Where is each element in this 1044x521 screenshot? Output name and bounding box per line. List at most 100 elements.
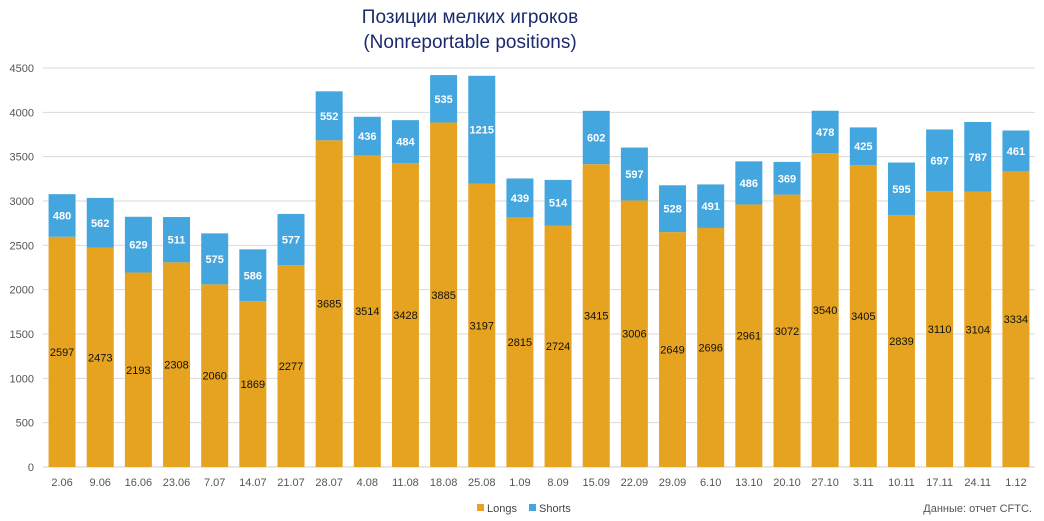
- y-tick-label: 500: [16, 418, 34, 430]
- x-tick-label: 28.07: [315, 477, 343, 489]
- bar-longs: [86, 247, 114, 467]
- data-label-shorts: 486: [740, 178, 758, 190]
- bar-longs: [926, 191, 954, 467]
- x-tick-label: 21.07: [277, 477, 305, 489]
- bar-shorts: [773, 161, 801, 195]
- x-tick-label: 1.12: [1005, 477, 1026, 489]
- bar-longs: [887, 215, 915, 467]
- bar-shorts: [582, 110, 610, 165]
- data-label-longs: 3428: [393, 310, 417, 322]
- y-tick-label: 4500: [10, 63, 34, 75]
- bar-shorts: [620, 147, 648, 201]
- data-label-shorts: 461: [1007, 146, 1025, 158]
- data-label-longs: 2597: [50, 347, 74, 359]
- data-label-longs: 3072: [775, 326, 799, 338]
- y-tick-label: 0: [28, 462, 34, 474]
- data-label-shorts: 577: [282, 235, 300, 247]
- data-label-shorts: 491: [702, 201, 720, 213]
- bar-shorts: [544, 179, 572, 226]
- data-label-shorts: 575: [206, 254, 224, 266]
- bar-longs: [964, 191, 992, 467]
- data-label-shorts: 425: [854, 141, 872, 153]
- data-label-shorts: 602: [587, 133, 605, 145]
- data-label-shorts: 586: [244, 270, 262, 282]
- data-label-longs: 2649: [660, 345, 684, 357]
- bar-shorts: [964, 121, 992, 192]
- y-tick-label: 4000: [10, 107, 34, 119]
- bar-shorts: [1002, 130, 1030, 172]
- x-tick-label: 24.11: [964, 477, 991, 489]
- data-label-shorts: 436: [358, 131, 376, 143]
- legend-swatch-shorts: [529, 504, 536, 511]
- bar-shorts: [926, 129, 954, 192]
- bar-shorts: [811, 110, 839, 154]
- y-tick-label: 2500: [10, 240, 34, 252]
- bar-longs: [735, 204, 763, 467]
- x-tick-label: 22.09: [621, 477, 649, 489]
- bar-shorts: [849, 127, 877, 166]
- data-label-longs: 3006: [622, 329, 646, 341]
- bar-shorts: [735, 161, 763, 205]
- bar-shorts: [887, 162, 915, 216]
- bar-longs: [353, 155, 381, 467]
- bar-longs: [849, 165, 877, 467]
- data-label-longs: 3685: [317, 299, 341, 311]
- x-tick-label: 9.06: [90, 477, 111, 489]
- data-label-shorts: 478: [816, 127, 834, 139]
- x-tick-label: 3.11: [853, 477, 874, 489]
- data-label-shorts: 1215: [470, 125, 494, 137]
- data-label-longs: 3197: [470, 320, 494, 332]
- x-tick-label: 1.09: [509, 477, 530, 489]
- data-label-shorts: 595: [892, 184, 910, 196]
- data-label-shorts: 511: [168, 235, 186, 247]
- source-note: Данные: отчет CFTC.: [923, 503, 1032, 515]
- bar-longs: [124, 272, 152, 467]
- x-tick-label: 11.08: [392, 477, 419, 489]
- data-label-longs: 3514: [355, 306, 379, 318]
- data-label-longs: 3540: [813, 305, 837, 317]
- data-label-shorts: 629: [129, 240, 147, 252]
- bar-longs: [201, 284, 229, 467]
- bar-shorts: [48, 194, 76, 237]
- data-label-shorts: 562: [91, 218, 109, 230]
- x-tick-label: 15.09: [582, 477, 610, 489]
- bar-longs: [277, 265, 305, 467]
- bar-longs: [163, 262, 191, 467]
- data-label-shorts: 535: [434, 94, 452, 106]
- y-tick-label: 3500: [10, 152, 34, 164]
- bar-shorts: [468, 75, 496, 184]
- bar-shorts: [430, 75, 458, 123]
- legend-label-shorts: Shorts: [539, 503, 571, 515]
- bar-shorts: [86, 197, 114, 248]
- bar-shorts: [201, 233, 229, 285]
- bar-shorts: [239, 249, 267, 302]
- x-tick-label: 7.07: [204, 477, 225, 489]
- chart-title: Позиции мелких игроков: [361, 7, 579, 28]
- legend-swatch-longs: [477, 504, 484, 511]
- x-tick-label: 20.10: [773, 477, 801, 489]
- bar-shorts: [124, 216, 152, 273]
- bar-longs: [239, 301, 267, 467]
- bar-longs: [811, 153, 839, 467]
- bar-longs: [430, 122, 458, 467]
- bar-shorts: [163, 217, 191, 263]
- x-tick-label: 8.09: [547, 477, 568, 489]
- data-label-longs: 2815: [508, 337, 532, 349]
- bar-longs: [391, 163, 419, 467]
- data-label-longs: 2724: [546, 341, 570, 353]
- data-label-longs: 2839: [889, 336, 913, 348]
- data-label-shorts: 552: [320, 111, 338, 123]
- bar-shorts: [506, 178, 534, 218]
- data-label-shorts: 787: [969, 152, 987, 164]
- data-label-shorts: 528: [663, 204, 681, 216]
- bar-longs: [659, 232, 687, 467]
- bar-shorts: [391, 120, 419, 164]
- data-label-longs: 3885: [431, 290, 455, 302]
- x-tick-label: 17.11: [926, 477, 953, 489]
- bar-longs: [582, 164, 610, 467]
- x-tick-label: 4.08: [357, 477, 378, 489]
- y-tick-label: 3000: [10, 196, 34, 208]
- x-tick-label: 10.11: [888, 477, 915, 489]
- y-tick-label: 2000: [10, 285, 34, 297]
